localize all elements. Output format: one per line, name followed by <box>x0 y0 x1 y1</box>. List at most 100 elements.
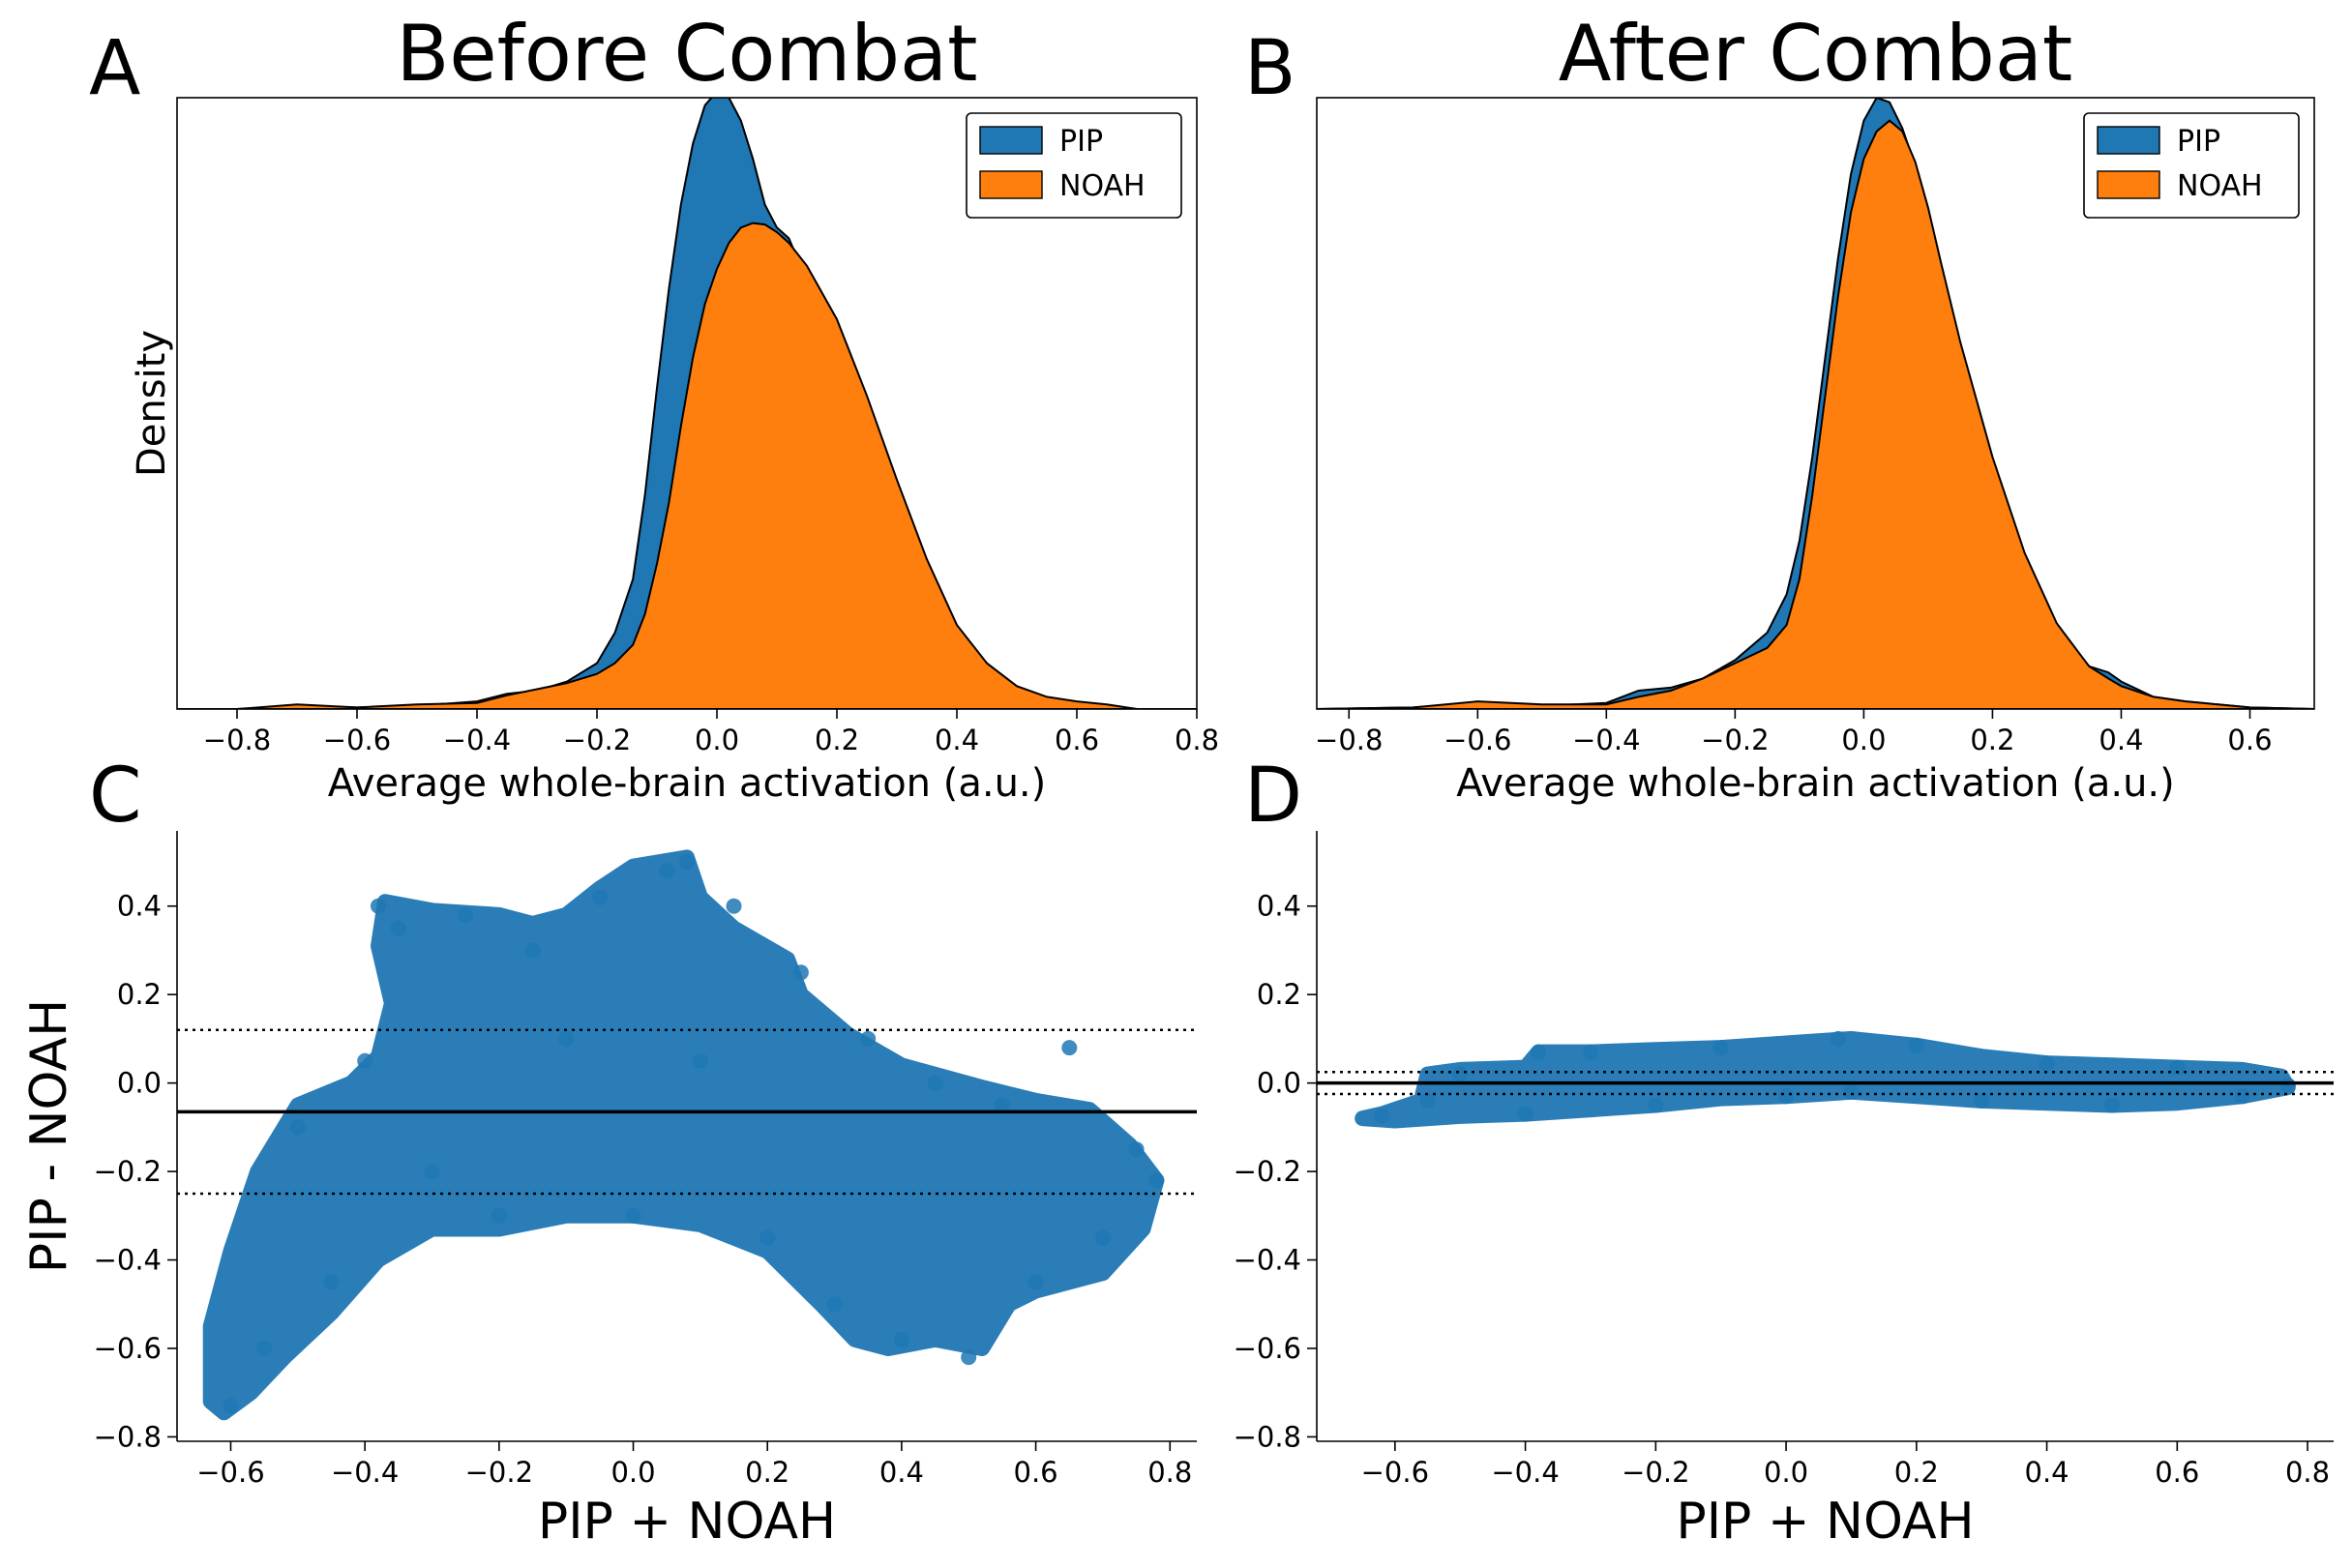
x-tick-label: 0.2 <box>1894 1456 1939 1489</box>
x-tick-label: 0.6 <box>2227 724 2272 756</box>
scatter-point <box>826 1296 843 1313</box>
chart-title: Before Combat <box>397 9 978 99</box>
x-tick-label: −0.4 <box>331 1456 399 1489</box>
density-area-noah <box>177 222 1197 709</box>
scatter-point <box>390 920 406 936</box>
panel-label: D <box>1244 753 1302 840</box>
scatter-point <box>591 889 608 905</box>
scatter-point <box>1419 1092 1436 1109</box>
x-tick-label: 0.2 <box>815 724 859 756</box>
y-tick-label: −0.2 <box>94 1155 162 1188</box>
panel-d: D −0.6 −0.4 −0.2 0.0 0.2 0.4 0.6 0.8 −0.8 −0.6 −0.4… <box>1234 753 2334 1551</box>
x-tick-label: 0.0 <box>1841 724 1886 756</box>
y-tick-label: 0.2 <box>117 978 162 1011</box>
y-tick-label: 0.4 <box>117 890 162 923</box>
x-tick-label: 0.4 <box>2025 1456 2069 1489</box>
scatter-point <box>1974 1092 1990 1109</box>
x-tick-label: −0.4 <box>1572 724 1640 756</box>
legend-swatch-pip <box>2097 126 2160 155</box>
scatter-point <box>726 898 742 914</box>
scatter-point <box>1778 1088 1795 1105</box>
scatter-point <box>1148 1172 1165 1189</box>
legend-swatch-noah <box>2097 170 2160 199</box>
scatter-point <box>424 1164 440 1180</box>
scatter-point <box>1094 1229 1111 1246</box>
y-tick-label: −0.6 <box>1234 1332 1301 1365</box>
scatter-point <box>1583 1044 1598 1060</box>
scatter-point <box>759 1229 776 1246</box>
axes-frame <box>176 97 1198 710</box>
x-tick-label: −0.2 <box>563 724 631 756</box>
scatter-point <box>1027 1274 1044 1290</box>
scatter-point <box>792 964 809 981</box>
y-tick-label: 0.0 <box>117 1067 162 1100</box>
scatter-point <box>1843 1083 1860 1100</box>
x-tick-label: −0.2 <box>465 1456 533 1489</box>
x-axis-label: PIP + NOAH <box>538 1493 836 1551</box>
y-tick-label: −0.8 <box>1234 1420 1301 1453</box>
scatter-point <box>1648 1097 1664 1113</box>
x-tick-label: 0.2 <box>745 1456 789 1489</box>
y-axis-label: PIP - NOAH <box>20 999 78 1273</box>
scatter-point-cloud <box>202 849 1165 1421</box>
y-tick-label: −0.4 <box>1234 1244 1301 1277</box>
scatter-point <box>2234 1088 2250 1105</box>
x-tick-label: −0.6 <box>196 1456 264 1489</box>
scatter-point <box>2103 1097 2120 1113</box>
y-axis-label: Density <box>130 330 174 477</box>
panel-c: C −0.6 −0.4 −0.2 0.0 0.2 0.4 0.6 0.8 −0.8 −0.6 −0.4… <box>20 753 1197 1551</box>
scatter-point <box>2279 1077 2296 1093</box>
scatter-point <box>323 1274 340 1290</box>
scatter-point <box>1831 1030 1846 1047</box>
plot-area <box>177 849 1197 1421</box>
x-tick-label: 0.0 <box>695 724 739 756</box>
scatter-point <box>371 898 386 914</box>
scatter-point <box>2039 1055 2055 1072</box>
panel-b: B −0.8 −0.6 −0.4 −0.2 0.0 0.2 0.4 0.6 After Comba… <box>1244 9 2315 806</box>
panel-label: B <box>1244 25 1296 112</box>
scatter-point <box>491 1207 507 1224</box>
x-tick-label: 0.8 <box>1147 1456 1192 1489</box>
scatter-point <box>223 1398 239 1414</box>
legend-label-noah: NOAH <box>2177 169 2263 203</box>
scatter-point <box>2169 1059 2186 1076</box>
legend: PIP NOAH <box>2083 112 2300 219</box>
scatter-point <box>679 854 695 870</box>
scatter-point <box>1452 1066 1469 1082</box>
scatter-point <box>1517 1106 1533 1122</box>
scatter-point-cloud <box>1355 1030 2296 1129</box>
y-tick-label: −0.8 <box>94 1420 162 1453</box>
x-tick-label: −0.8 <box>203 724 271 756</box>
x-tick-label: 0.8 <box>2285 1456 2330 1489</box>
x-tick-label: 0.4 <box>879 1456 924 1489</box>
x-tick-label: 0.8 <box>1175 724 1219 756</box>
y-tick-label: −0.6 <box>94 1332 162 1365</box>
legend: PIP NOAH <box>966 112 1182 219</box>
x-tick-label: −0.6 <box>1361 1456 1429 1489</box>
scatter-point <box>1061 1040 1078 1056</box>
scatter-point <box>692 1052 708 1069</box>
scatter-point <box>524 942 541 959</box>
x-tick-label: −0.2 <box>1622 1456 1689 1489</box>
x-tick-label: −0.4 <box>443 724 511 756</box>
scatter-point <box>256 1341 273 1356</box>
scatter-point <box>994 1097 1010 1113</box>
scatter-point <box>558 1030 575 1047</box>
scatter-point <box>1531 1044 1547 1060</box>
x-tick-label: −0.8 <box>1315 724 1383 756</box>
x-tick-label: 0.6 <box>1055 724 1099 756</box>
scatter-point <box>458 906 474 923</box>
y-tick-label: 0.4 <box>1257 890 1301 923</box>
x-tick-label: −0.4 <box>1491 1456 1559 1489</box>
x-tick-label: −0.6 <box>1444 724 1511 756</box>
y-tick-label: 0.2 <box>1257 978 1301 1011</box>
plot-area <box>177 98 1197 709</box>
x-axis-label: Average whole-brain activation (a.u.) <box>1456 761 2175 806</box>
scatter-point <box>625 1207 641 1224</box>
x-tick-label: 0.2 <box>1970 724 2014 756</box>
legend-swatch-pip <box>979 126 1043 155</box>
scatter-point <box>1374 1108 1390 1124</box>
x-tick-label: 0.0 <box>610 1456 655 1489</box>
scatter-point <box>289 1119 306 1136</box>
x-tick-label: 0.6 <box>1014 1456 1058 1489</box>
